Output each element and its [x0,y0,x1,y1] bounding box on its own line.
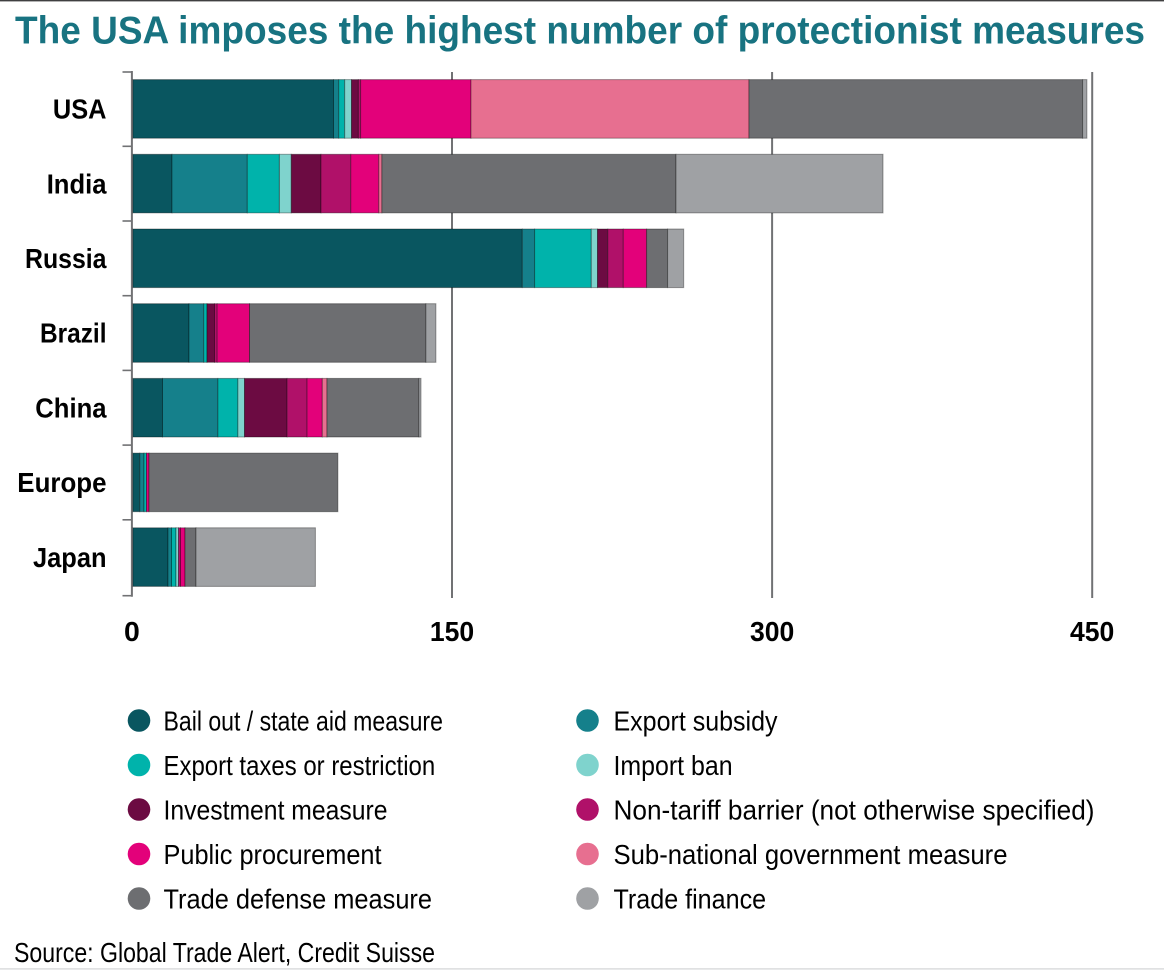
svg-text:China: China [35,392,107,423]
svg-text:Russia: Russia [25,243,107,274]
svg-text:150: 150 [430,616,474,647]
svg-text:India: India [47,168,107,199]
svg-text:Investment measure: Investment measure [164,794,388,825]
svg-text:Export subsidy: Export subsidy [614,705,778,736]
svg-text:Bail out / state aid measure: Bail out / state aid measure [164,705,443,736]
svg-text:USA: USA [53,94,107,125]
svg-text:Japan: Japan [33,542,107,573]
svg-text:Non-tariff barrier (not otherw: Non-tariff barrier (not otherwise specif… [614,794,1095,825]
svg-text:0: 0 [124,616,140,647]
svg-text:The USA imposes the highest nu: The USA imposes the highest number of pr… [15,9,1145,52]
svg-text:Export taxes or restriction: Export taxes or restriction [164,750,436,781]
svg-text:Brazil: Brazil [40,318,107,349]
svg-text:Europe: Europe [17,467,106,498]
svg-text:Sub-national government measur: Sub-national government measure [614,839,1008,870]
svg-text:Trade finance: Trade finance [614,883,767,914]
svg-text:Source: Global Trade Alert, Cr: Source: Global Trade Alert, Credit Suiss… [14,937,435,968]
svg-text:450: 450 [1070,616,1114,647]
svg-text:300: 300 [750,616,794,647]
svg-text:Public procurement: Public procurement [164,839,382,870]
svg-text:Trade defense measure: Trade defense measure [164,883,433,914]
svg-text:Import ban: Import ban [614,750,733,781]
